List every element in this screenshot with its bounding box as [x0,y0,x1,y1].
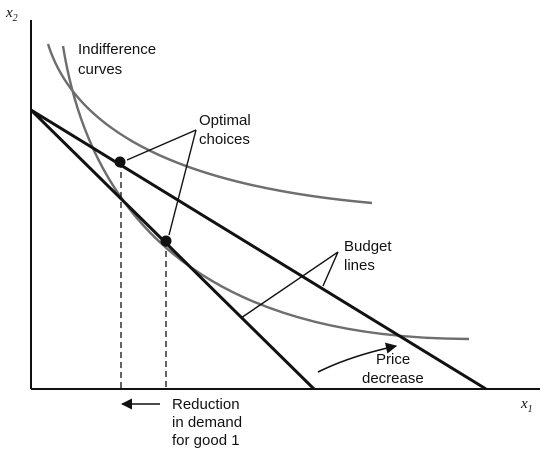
y-axis-label: x2 [5,5,18,24]
optimal-point-lower [160,235,172,247]
budget-lines-label: Budget lines [344,238,396,274]
optimal-pointer-lower [168,129,197,236]
indifference-curve-lower [61,45,470,341]
price-decrease-arrow [317,342,398,373]
reduction-label: Reduction in demand for good 1 [172,396,246,449]
price-decrease-label: Price decrease [362,351,424,387]
x-axis-label: x1 [520,396,533,415]
optimal-choices-label: Optimal choices [199,112,255,148]
indifference-curves-label: Indifference curves [78,41,160,78]
optimal-point-upper [114,156,126,168]
budget-line-new [30,108,487,391]
budget-pointer-new [322,251,339,287]
optimal-pointer-upper [126,129,197,161]
budget-line-original [29,108,316,391]
budget-pointer-original [240,251,339,319]
